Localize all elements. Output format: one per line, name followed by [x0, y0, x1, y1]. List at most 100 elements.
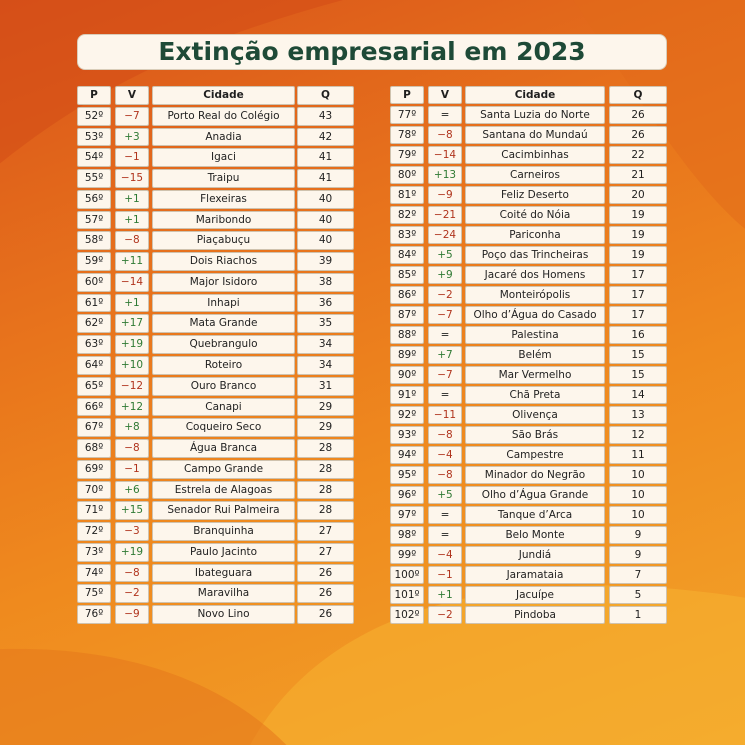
count-cell: 29 — [297, 397, 354, 417]
rank-cell: 85º — [390, 266, 424, 284]
rank-cell: 83º — [390, 226, 424, 244]
variation-cell: −11 — [428, 406, 462, 424]
variation-cell: +11 — [115, 252, 149, 271]
rank-cell: 52º — [77, 106, 111, 126]
city-cell: Palestina — [465, 326, 605, 344]
rank-cell: 72º — [77, 522, 111, 541]
count-cell: 19 — [609, 206, 667, 224]
header-cell: P — [77, 86, 111, 105]
variation-cell: +10 — [115, 356, 149, 375]
rank-cell: 93º — [390, 426, 424, 444]
city-cell: Tanque d’Arca — [465, 506, 605, 524]
count-cell: 26 — [297, 584, 354, 604]
variation-cell: −15 — [115, 169, 149, 188]
rank-cell: 90º — [390, 366, 424, 384]
rank-cell: 88º — [390, 326, 424, 344]
city-cell: Dois Riachos — [152, 252, 295, 271]
rank-cell: 95º — [390, 466, 424, 484]
variation-cell: +12 — [115, 397, 149, 417]
rank-cell: 67º — [77, 418, 111, 438]
variation-cell: −2 — [428, 606, 462, 624]
variation-cell: +5 — [428, 246, 462, 264]
city-cell: Água Branca — [152, 439, 295, 458]
rank-cell: 60º — [77, 272, 111, 292]
city-cell: Carneiros — [465, 166, 605, 184]
variation-cell: −8 — [428, 426, 462, 444]
variation-cell: +13 — [428, 166, 462, 184]
rank-cell: 69º — [77, 459, 111, 479]
count-cell: 34 — [297, 335, 354, 354]
count-cell: 40 — [297, 189, 354, 209]
rank-cell: 54º — [77, 148, 111, 168]
variation-cell: −8 — [115, 231, 149, 251]
city-cell: Chã Preta — [465, 386, 605, 404]
city-cell: Pariconha — [465, 226, 605, 244]
count-cell: 10 — [609, 506, 667, 524]
header-cell: Q — [297, 86, 354, 105]
variation-cell: −12 — [115, 376, 149, 396]
count-cell: 20 — [609, 186, 667, 204]
variation-cell: −4 — [428, 546, 462, 564]
count-cell: 5 — [609, 586, 667, 604]
header-cell: Cidade — [152, 86, 295, 105]
rank-cell: 58º — [77, 231, 111, 251]
rank-cell: 65º — [77, 376, 111, 396]
city-cell: Senador Rui Palmeira — [152, 501, 295, 521]
city-cell: Major Isidoro — [152, 272, 295, 292]
city-cell: Santana do Mundaú — [465, 126, 605, 144]
variation-cell: −24 — [428, 226, 462, 244]
count-cell: 13 — [609, 406, 667, 424]
header-cell: V — [115, 86, 149, 105]
count-cell: 38 — [297, 272, 354, 292]
city-cell: Pindoba — [465, 606, 605, 624]
count-cell: 39 — [297, 252, 354, 271]
count-cell: 28 — [297, 480, 354, 500]
count-cell: 21 — [609, 166, 667, 184]
count-cell: 40 — [297, 210, 354, 230]
count-cell: 17 — [609, 286, 667, 304]
count-cell: 1 — [609, 606, 667, 624]
count-cell: 27 — [297, 542, 354, 562]
rank-cell: 86º — [390, 286, 424, 304]
rank-cell: 97º — [390, 506, 424, 524]
count-cell: 28 — [297, 439, 354, 458]
variation-cell: = — [428, 386, 462, 404]
variation-cell: −8 — [428, 466, 462, 484]
count-cell: 31 — [297, 376, 354, 396]
city-cell: Ibateguara — [152, 563, 295, 583]
rank-cell: 91º — [390, 386, 424, 404]
rank-cell: 84º — [390, 246, 424, 264]
count-cell: 11 — [609, 446, 667, 464]
header-cell: V — [428, 86, 462, 104]
rank-cell: 66º — [77, 397, 111, 417]
variation-cell: −14 — [115, 272, 149, 292]
count-cell: 10 — [609, 466, 667, 484]
variation-cell: −21 — [428, 206, 462, 224]
variation-cell: = — [428, 526, 462, 544]
rank-cell: 87º — [390, 306, 424, 324]
variation-cell: −8 — [428, 126, 462, 144]
variation-cell: +1 — [115, 210, 149, 230]
variation-cell: −7 — [115, 106, 149, 126]
count-cell: 27 — [297, 522, 354, 541]
variation-cell: +15 — [115, 501, 149, 521]
rank-cell: 77º — [390, 106, 424, 124]
rank-cell: 63º — [77, 335, 111, 354]
city-cell: Belo Monte — [465, 526, 605, 544]
rank-cell: 82º — [390, 206, 424, 224]
count-cell: 15 — [609, 346, 667, 364]
city-cell: Jaramataia — [465, 566, 605, 584]
city-cell: Porto Real do Colégio — [152, 106, 295, 126]
city-cell: Maravilha — [152, 584, 295, 604]
city-cell: Jacuípe — [465, 586, 605, 604]
count-cell: 16 — [609, 326, 667, 344]
city-cell: Feliz Deserto — [465, 186, 605, 204]
variation-cell: +7 — [428, 346, 462, 364]
variation-cell: −9 — [115, 605, 149, 625]
variation-cell: −4 — [428, 446, 462, 464]
count-cell: 36 — [297, 293, 354, 313]
rank-cell: 98º — [390, 526, 424, 544]
variation-cell: +1 — [115, 189, 149, 209]
city-cell: Minador do Negrão — [465, 466, 605, 484]
